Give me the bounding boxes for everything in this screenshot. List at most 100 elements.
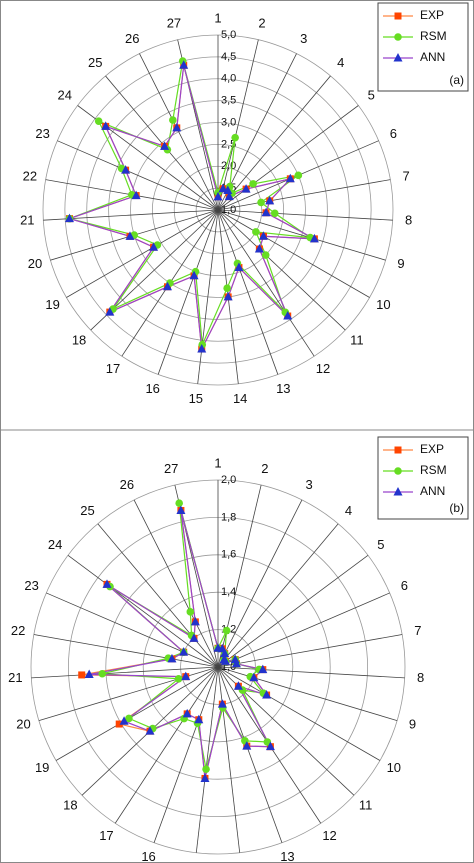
marker: [189, 633, 199, 642]
marker: [252, 228, 260, 236]
spoke: [217, 209, 279, 375]
marker: [223, 185, 233, 194]
category-label: 6: [390, 126, 397, 141]
marker: [169, 116, 177, 124]
marker: [394, 446, 402, 454]
marker: [198, 340, 207, 349]
category-label: 12: [322, 828, 336, 843]
spoke: [153, 666, 219, 843]
marker: [101, 121, 111, 130]
marker: [394, 33, 402, 41]
category-label: 14: [233, 391, 247, 406]
marker: [262, 690, 272, 699]
spoke: [217, 484, 262, 668]
panel-label: (b): [449, 501, 464, 515]
marker: [261, 251, 270, 259]
marker: [65, 213, 75, 223]
marker: [283, 311, 293, 320]
marker: [190, 616, 200, 626]
category-label: 22: [11, 623, 25, 638]
spoke: [139, 53, 219, 211]
marker: [202, 765, 210, 773]
category-label: 4: [345, 503, 352, 518]
category-label: 20: [16, 717, 30, 732]
category-label: 26: [125, 31, 139, 46]
series-line: [89, 510, 272, 779]
r-tick-label: 3,0: [221, 116, 236, 128]
r-tick-label: 1,6: [221, 549, 236, 561]
category-label: 25: [88, 55, 102, 70]
marker: [394, 467, 402, 475]
marker: [102, 579, 112, 588]
category-label: 18: [72, 333, 86, 348]
category-label: 19: [45, 297, 59, 312]
marker: [149, 242, 159, 251]
marker: [213, 191, 223, 201]
category-label: 2: [261, 461, 268, 476]
category-label: 18: [63, 798, 77, 813]
category-label: 27: [164, 461, 178, 476]
category-label: 1: [214, 10, 221, 25]
marker: [98, 669, 107, 678]
r-tick-label: 2,0: [221, 160, 236, 172]
series-line: [67, 60, 311, 345]
marker: [179, 647, 189, 656]
spoke: [217, 39, 259, 211]
marker: [231, 133, 239, 142]
spoke: [217, 666, 405, 679]
marker: [218, 183, 228, 193]
r-tick-label: 5,0: [221, 29, 236, 41]
spoke: [217, 75, 331, 211]
marker: [121, 165, 131, 174]
marker: [258, 231, 268, 240]
marker: [233, 681, 243, 690]
marker: [182, 708, 192, 718]
category-label: 14: [234, 860, 248, 863]
marker: [94, 117, 103, 125]
marker: [197, 344, 207, 353]
category-label: 25: [80, 503, 94, 518]
category-label: 17: [99, 828, 113, 843]
category-label: 6: [401, 578, 408, 593]
category-label: 10: [376, 297, 390, 312]
marker: [294, 171, 303, 180]
category-label: 24: [58, 87, 72, 102]
category-label: 22: [23, 168, 37, 183]
marker: [181, 671, 191, 681]
spoke: [114, 666, 219, 824]
category-label: 9: [409, 717, 416, 732]
spoke: [217, 209, 393, 221]
marker: [172, 122, 182, 132]
spoke: [33, 634, 219, 668]
category-label: 15: [189, 391, 203, 406]
marker: [217, 699, 227, 708]
spoke: [217, 523, 339, 668]
marker: [258, 664, 268, 674]
marker: [131, 190, 141, 200]
marker: [265, 195, 275, 205]
spoke: [97, 523, 219, 668]
spoke: [31, 666, 219, 679]
marker: [105, 307, 115, 316]
marker: [194, 714, 204, 724]
spoke: [217, 592, 390, 668]
category-label: 13: [276, 381, 290, 396]
spoke: [217, 634, 403, 668]
marker: [270, 209, 279, 218]
marker: [261, 207, 271, 217]
category-label: 16: [145, 381, 159, 396]
category-label: 11: [350, 333, 364, 348]
category-label: 9: [397, 256, 404, 271]
legend-box: [377, 436, 469, 520]
spoke: [157, 209, 219, 375]
panel-label: (a): [449, 73, 464, 87]
spoke: [217, 209, 370, 298]
marker: [285, 173, 295, 183]
marker: [224, 191, 234, 201]
category-label: 20: [28, 256, 42, 271]
spoke: [57, 140, 219, 211]
marker: [176, 505, 186, 515]
legend-label: ANN: [420, 50, 445, 64]
marker: [115, 720, 123, 728]
category-label: 16: [141, 849, 155, 863]
